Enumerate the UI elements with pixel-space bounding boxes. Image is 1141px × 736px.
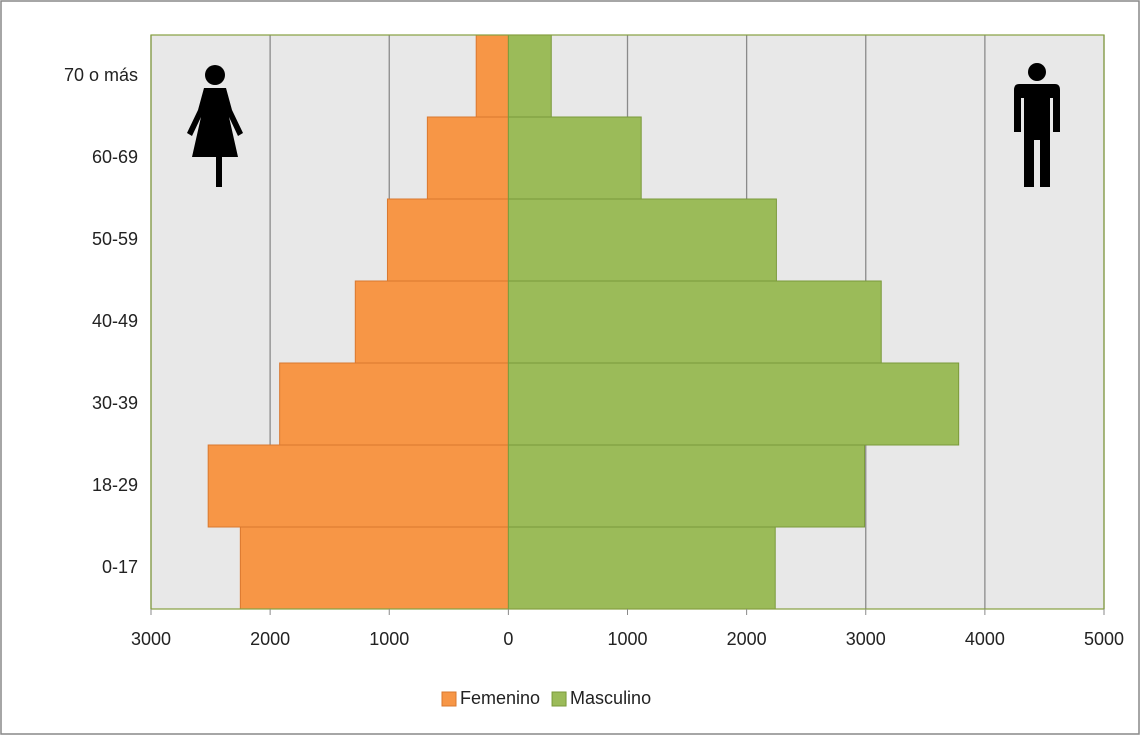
- bar: [507, 362, 960, 446]
- marks: [150, 34, 1105, 610]
- x-tick-label: 0: [503, 629, 513, 649]
- bar: [475, 34, 509, 118]
- y-tick-label: 70 o más: [64, 65, 138, 85]
- bar: [507, 526, 776, 610]
- bar: [239, 526, 509, 610]
- x-tick-label: 4000: [965, 629, 1005, 649]
- bar: [507, 116, 642, 200]
- y-tick-label: 40-49: [92, 311, 138, 331]
- x-tick-label: 1000: [607, 629, 647, 649]
- bar: [507, 280, 882, 364]
- bar: [507, 198, 777, 282]
- x-tick-label: 3000: [846, 629, 886, 649]
- y-tick-label: 0-17: [102, 557, 138, 577]
- female-icon: [187, 65, 243, 187]
- legend-swatch: [441, 691, 457, 707]
- x-tick-label: 5000: [1084, 629, 1124, 649]
- bar: [426, 116, 509, 200]
- x-tick-label: 3000: [131, 629, 171, 649]
- legend-label: Femenino: [460, 688, 540, 708]
- x-tick-label: 2000: [250, 629, 290, 649]
- legend-swatch: [551, 691, 567, 707]
- male-icon: [1014, 63, 1060, 187]
- y-tick-label: 60-69: [92, 147, 138, 167]
- x-tick-label: 1000: [369, 629, 409, 649]
- bar: [507, 444, 866, 528]
- bar: [279, 362, 509, 446]
- bar: [386, 198, 509, 282]
- x-tick-label: 2000: [727, 629, 767, 649]
- y-tick-label: 50-59: [92, 229, 138, 249]
- y-tick-label: 18-29: [92, 475, 138, 495]
- bar: [354, 280, 509, 364]
- y-tick-label: 30-39: [92, 393, 138, 413]
- bar: [507, 34, 552, 118]
- legend-label: Masculino: [570, 688, 651, 708]
- bar: [207, 444, 509, 528]
